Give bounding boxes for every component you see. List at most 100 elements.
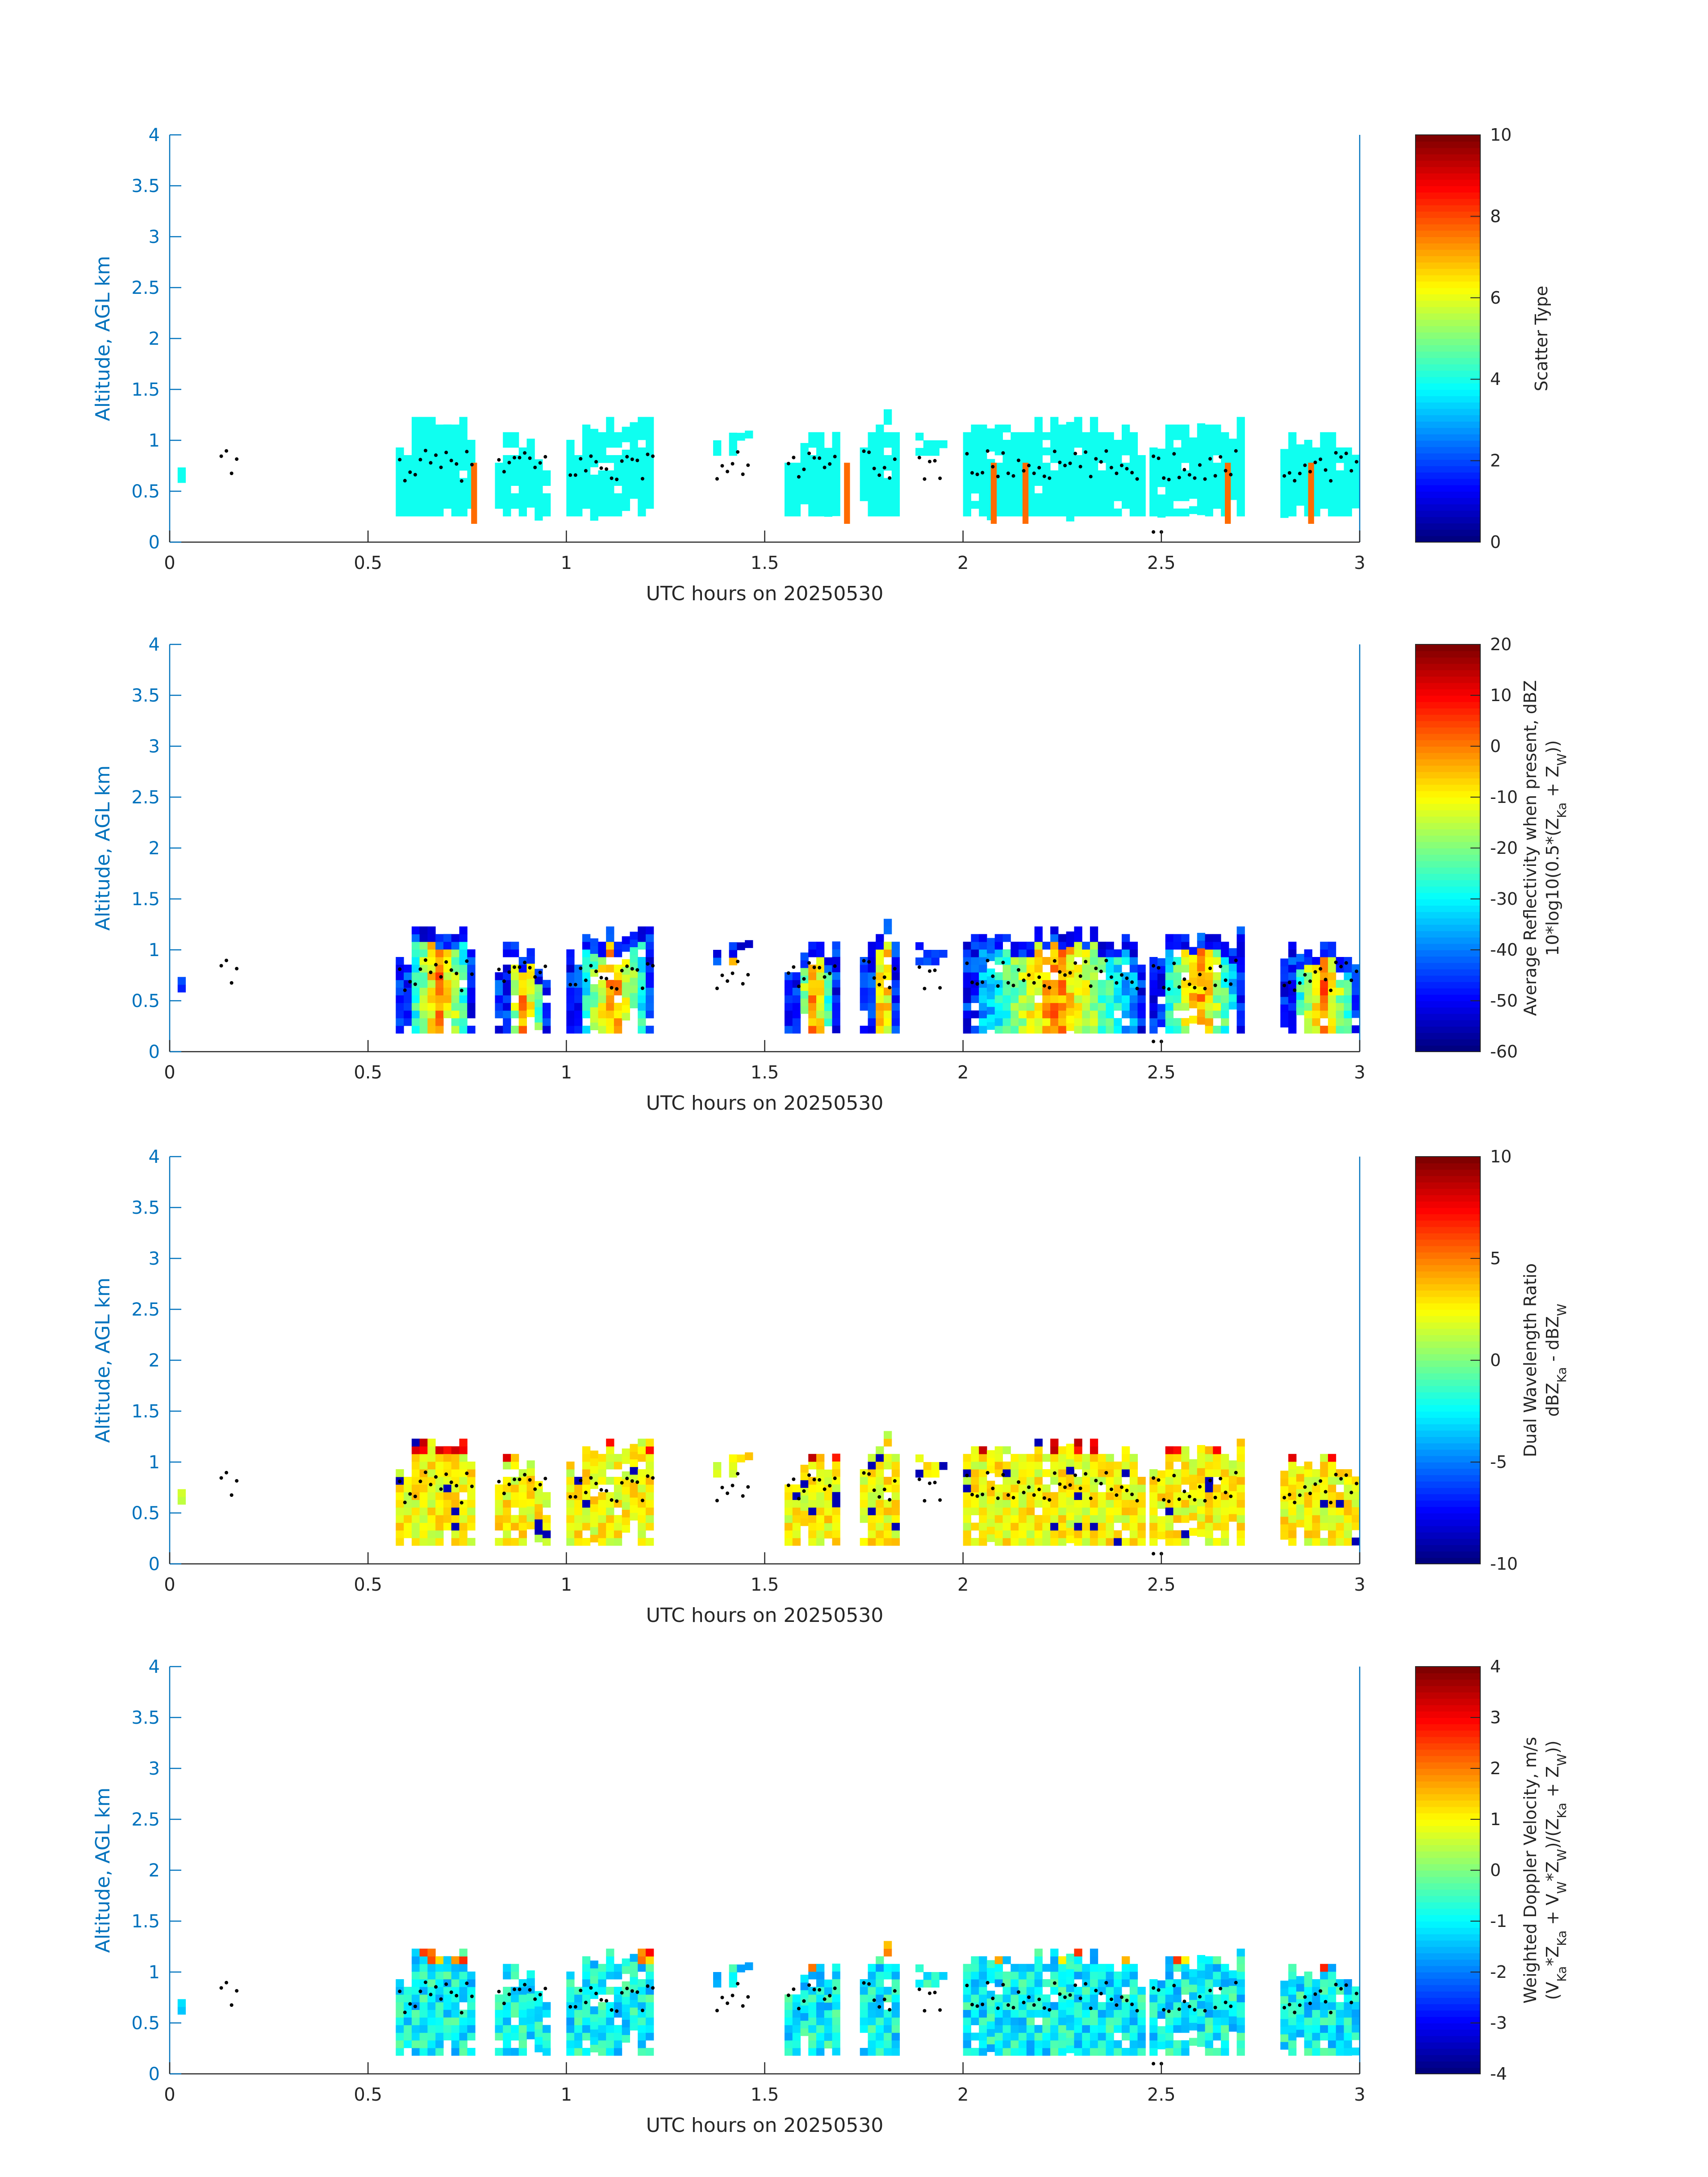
heatmap-cell [987, 976, 995, 984]
heatmap-cell [994, 1530, 1003, 1538]
heatmap-cell [876, 1018, 884, 1026]
heatmap-cell [824, 1003, 833, 1011]
heatmap-cell [816, 1994, 825, 2002]
heatmap-cell [511, 1515, 519, 1523]
cloud-base-dot [1177, 1497, 1181, 1501]
cloud-base-dot [807, 451, 811, 455]
heatmap-cell [979, 1956, 987, 1964]
heatmap-cell [590, 451, 598, 460]
heatmap-cell [622, 488, 630, 496]
heatmap-cell [419, 478, 428, 486]
heatmap-cell [1328, 1461, 1336, 1470]
colorbar-tick-label: 10 [1490, 125, 1512, 145]
heatmap-cell [891, 995, 900, 1003]
heatmap-cell [1011, 2025, 1019, 2033]
heatmap-cell [1098, 941, 1106, 950]
heatmap-cell [622, 2027, 630, 2035]
heatmap-cell [1173, 1538, 1182, 1546]
cloud-base-dot [543, 455, 547, 459]
heatmap-cell [495, 1522, 503, 1531]
cloud-base-dot [1224, 469, 1228, 472]
heatmap-cell [1181, 1492, 1190, 1500]
heatmap-cell [994, 1454, 1003, 1462]
colorbar-swatch [1416, 1705, 1480, 1712]
cloud-base-dot [1334, 1473, 1338, 1476]
colorbar-swatch [1416, 2023, 1480, 2030]
heatmap-cell [566, 2040, 575, 2048]
cloud-base-dot [1099, 969, 1103, 974]
heatmap-cell [518, 1507, 527, 1516]
heatmap-cell [1149, 1025, 1158, 1034]
heatmap-cell [987, 1998, 995, 2006]
heatmap-cell [1236, 926, 1245, 935]
heatmap-cell [1019, 995, 1027, 1003]
heatmap-cell [1066, 452, 1074, 460]
heatmap-cell [459, 1446, 468, 1454]
heatmap-cell [884, 1454, 892, 1462]
heatmap-cell [614, 1987, 622, 1995]
heatmap-cell [1149, 1522, 1158, 1531]
heatmap-cell [435, 478, 444, 486]
heatmap-cell [443, 493, 452, 501]
heatmap-cell [1066, 954, 1074, 962]
heatmap-cell [868, 1454, 876, 1462]
heatmap-cell [638, 455, 646, 463]
heatmap-cell [1344, 965, 1352, 973]
heatmap-cell [598, 1987, 606, 1995]
heatmap-cell [1213, 1515, 1221, 1523]
heatmap-cell [1280, 1508, 1289, 1517]
heatmap-cell [459, 2047, 468, 2056]
colorbar-tick-label: -4 [1490, 2064, 1507, 2084]
colorbar-swatch [1416, 1354, 1480, 1361]
heatmap-cell [467, 1522, 476, 1531]
cloud-base-dot [630, 1479, 634, 1483]
colorbar-swatch [1416, 1947, 1480, 1954]
heatmap-cell [1114, 995, 1122, 1003]
heatmap-cell [816, 1500, 825, 1508]
heatmap-cell [1312, 1484, 1320, 1492]
heatmap-cell [419, 1438, 428, 1447]
colorbar-swatch [1416, 1908, 1480, 1915]
cloud-base-dot [408, 980, 412, 984]
x-axis-label: UTC hours on 20250530 [646, 2114, 884, 2137]
cloud-base-dot [807, 961, 811, 965]
heatmap-cell [1058, 470, 1067, 478]
heatmap-cell [1221, 949, 1229, 957]
heatmap-cell [1026, 987, 1035, 995]
heatmap-cell [868, 995, 876, 1003]
cloud-base-dot [594, 969, 598, 974]
heatmap-cell [737, 433, 745, 441]
cloud-base-dot [1027, 1485, 1031, 1489]
heatmap-cell [784, 485, 793, 494]
cloud-base-dot [599, 1998, 603, 2002]
heatmap-cell [1019, 1500, 1027, 1508]
heatmap-cell [1352, 2047, 1360, 2056]
x-tick-label: 0 [164, 2085, 175, 2105]
heatmap-cell [566, 2025, 575, 2033]
cloud-base-dot [470, 1484, 474, 1488]
heatmap-cell [784, 1994, 793, 2002]
heatmap-cell [1122, 934, 1130, 942]
heatmap-cell [1205, 1530, 1213, 1538]
x-tick-label: 0.5 [354, 1062, 382, 1083]
heatmap-cell [411, 2047, 420, 2056]
heatmap-cell [1213, 2032, 1221, 2041]
heatmap-cell [1344, 2017, 1352, 2026]
heatmap-cell [963, 1522, 971, 1531]
heatmap-cell [1205, 1979, 1213, 1987]
cloud-base-dot [867, 1472, 871, 1476]
cloud-base-dot [1329, 1500, 1333, 1504]
heatmap-cell [535, 1504, 543, 1512]
heatmap-cell [1189, 2000, 1198, 2008]
heatmap-cell [598, 1979, 606, 1987]
heatmap-cell [1236, 2032, 1245, 2041]
heatmap-cell [590, 2037, 598, 2045]
heatmap-cell [824, 1500, 833, 1508]
heatmap-cell [1082, 508, 1090, 517]
heatmap-cell [646, 417, 654, 425]
heatmap-cell [1352, 1492, 1360, 1500]
heatmap-cell [1090, 1018, 1098, 1026]
heatmap-cell [1205, 447, 1213, 455]
heatmap-cell [1328, 1018, 1336, 1026]
cloud-base-dot [1172, 452, 1176, 456]
